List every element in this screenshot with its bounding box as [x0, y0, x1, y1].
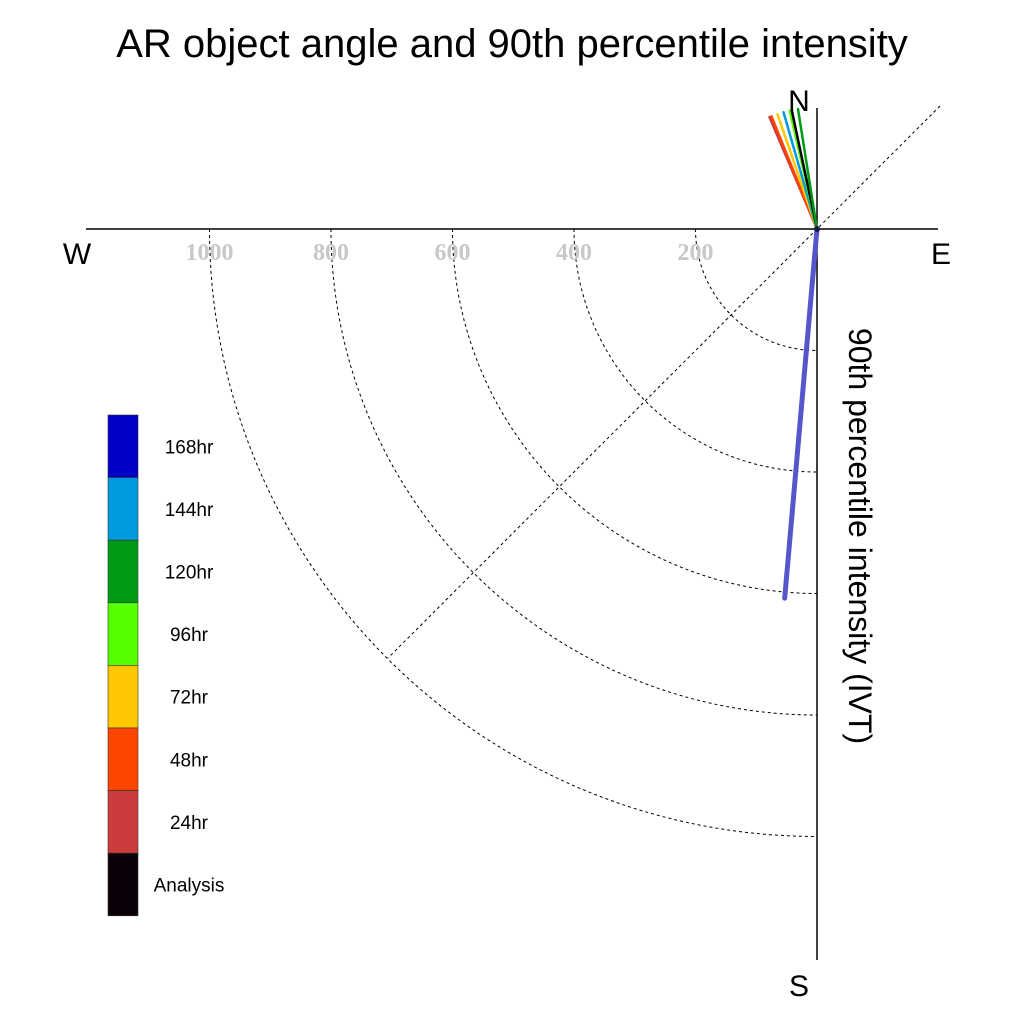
legend-label: 168hr [165, 437, 214, 458]
grid-arc-800 [330, 228, 818, 716]
legend-swatch [107, 790, 139, 854]
grid-arc-200 [695, 228, 818, 351]
series-lines [768, 107, 820, 601]
legend-swatch [107, 477, 139, 541]
legend-label: Analysis [154, 876, 225, 897]
legend-swatch [107, 852, 139, 917]
legend-label: 48hr [170, 750, 209, 771]
legend-label: 120hr [165, 563, 214, 584]
legend-swatch [107, 539, 139, 604]
legend-swatch [107, 665, 139, 729]
origin-marker [814, 226, 820, 232]
legend-label: 24hr [170, 813, 209, 834]
radial-tick-label: 600 [435, 240, 471, 266]
chart-title: AR object angle and 90th percentile inte… [116, 22, 908, 66]
grid-arc-600 [452, 228, 818, 594]
compass-north-label: N [788, 85, 810, 118]
grid-diagonal [387, 105, 941, 659]
polar-grid [209, 105, 941, 837]
y-axis-label: 90th percentile intensity (IVT) [842, 328, 878, 744]
compass-west-label: W [63, 238, 92, 271]
radial-tick-label: 1000 [186, 240, 234, 266]
legend-label: 72hr [170, 688, 209, 709]
legend-swatch [107, 602, 139, 666]
legend-swatch [107, 727, 139, 791]
legend-label: 144hr [165, 500, 214, 521]
radial-tick-label: 200 [678, 240, 714, 266]
radial-tick-label: 800 [313, 240, 349, 266]
compass-east-label: E [931, 238, 951, 271]
radial-tick-label: 400 [556, 240, 592, 266]
series-line-168hr [782, 226, 820, 601]
legend-label: 96hr [170, 625, 209, 646]
radial-tick-labels: 200 400 600 800 1000 [186, 240, 714, 266]
grid-arc-400 [573, 228, 818, 473]
grid-arc-1000 [209, 228, 818, 837]
compass-south-label: S [789, 970, 809, 1003]
legend-swatch [107, 414, 139, 478]
series-line-120hr [796, 107, 819, 231]
legend: 168hr 144hr 120hr 96hr 72hr 48hr 24hr Analysis [107, 414, 225, 917]
